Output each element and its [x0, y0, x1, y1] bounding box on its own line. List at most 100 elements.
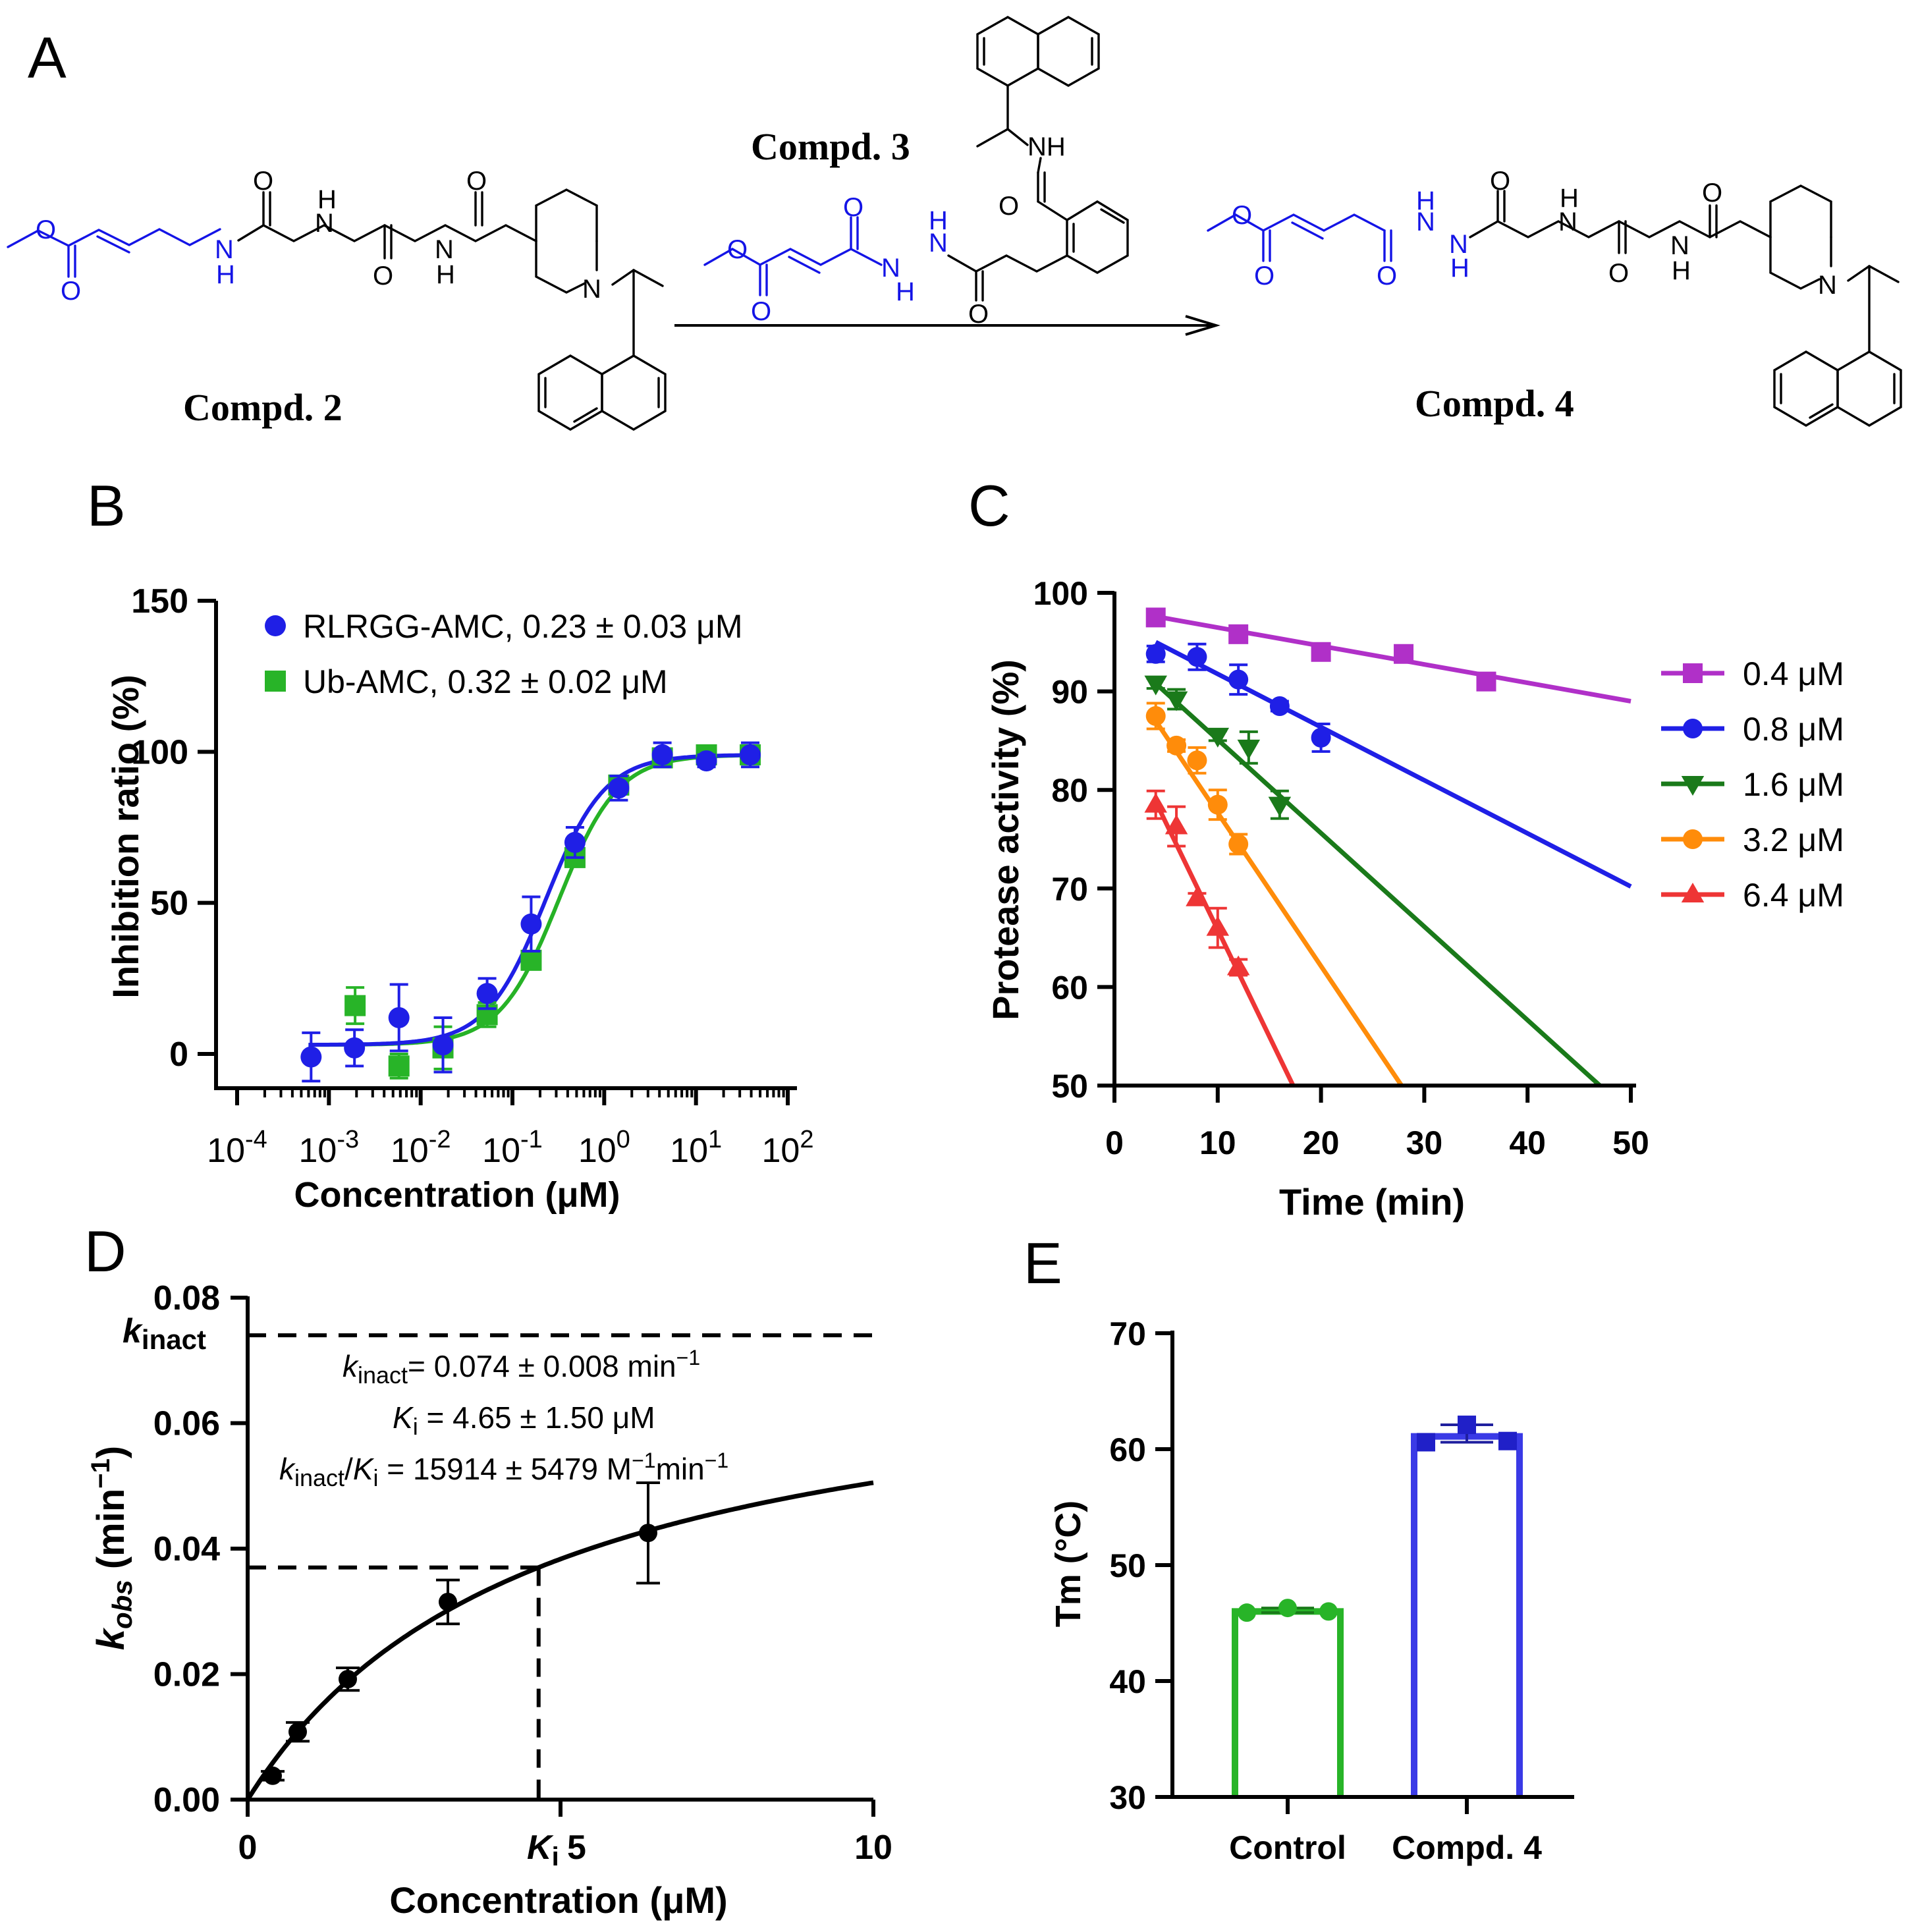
- data-point: [1145, 644, 1166, 664]
- x-tick-label: 0: [238, 1829, 258, 1867]
- panel-c-y-axis-label: Protease activity (%): [985, 659, 1026, 1020]
- panel-d-guide-lines: [248, 1333, 873, 1800]
- bar-1: [1411, 1433, 1523, 1797]
- y-tick-label: 80: [1051, 772, 1088, 809]
- panel-b: B 10-4 10-3 10-2 10-1 100 101 102 0 50 100 150 Co…: [87, 473, 813, 1215]
- replicate-point: [1238, 1603, 1256, 1622]
- panel-b-x-axis-label: Concentration (μM): [294, 1175, 620, 1215]
- x-tick-label: 10: [854, 1829, 892, 1867]
- panel-b-y-ticks: 0 50 100 150: [131, 582, 216, 1074]
- x-tick-label: 100: [578, 1126, 630, 1170]
- atom-h: H: [216, 260, 235, 289]
- x-tick-label: 40: [1509, 1124, 1546, 1161]
- y-tick-label: 50: [1109, 1547, 1146, 1584]
- data-point: [1268, 796, 1292, 817]
- atom-n: N: [582, 275, 601, 304]
- double-bond: [96, 235, 130, 254]
- atom-h: H: [1672, 256, 1691, 285]
- kinact-axis-label: kinact: [123, 1312, 206, 1355]
- atom-n: N: [215, 235, 234, 264]
- atom-n: N: [1416, 207, 1435, 236]
- panel-e: E 30 40 50 60 70 Control Compd. 4 Tm (°C): [1024, 1230, 1574, 1866]
- compound-3-label: Compd. 3: [751, 125, 910, 168]
- panel-c-legend: 0.4 μM 0.8 μM 1.6 μM 3.2 μM 6.4 μM: [1661, 655, 1844, 914]
- atom-o: O: [466, 167, 487, 196]
- legend-label: 1.6 μM: [1743, 766, 1844, 803]
- y-tick-label: 70: [1109, 1315, 1146, 1352]
- y-tick-label: 50: [150, 885, 188, 923]
- y-tick-label: 0.08: [153, 1279, 220, 1317]
- panel-a: A O O N H O H N O N H O: [7, 16, 1902, 431]
- legend-marker-ub: [265, 671, 286, 692]
- atom-o: O: [843, 193, 863, 222]
- legend-marker: [1683, 829, 1703, 849]
- data-point: [1164, 814, 1188, 835]
- data-point: [439, 1592, 457, 1611]
- replicate-point: [1278, 1599, 1297, 1618]
- legend-marker-rlrgg: [265, 615, 286, 636]
- atom-n: N: [1670, 231, 1689, 260]
- y-tick-label: 60: [1051, 969, 1088, 1006]
- panel-e-x-ticks: Control Compd. 4: [1229, 1797, 1542, 1866]
- x-tick-label: 10-1: [482, 1126, 543, 1170]
- panel-c: C 0 10 20 30 40 50 50 60 70 80 90 100 Time (min) P…: [968, 473, 1844, 1223]
- data-point: [344, 1037, 366, 1059]
- panel-e-y-axis-label: Tm (°C): [1049, 1501, 1088, 1628]
- legend-marker: [1683, 663, 1703, 683]
- atom-h: H: [436, 260, 455, 289]
- atom-o: O: [968, 300, 989, 329]
- x-tick-label: 10-2: [391, 1126, 451, 1170]
- data-point: [651, 744, 673, 765]
- data-point: [339, 1670, 357, 1689]
- atom-o: O: [61, 277, 81, 306]
- data-point: [1164, 691, 1188, 711]
- data-point: [1145, 607, 1166, 628]
- panel-c-x-ticks: 0 10 20 30 40 50: [1105, 1086, 1649, 1161]
- compound-3-structure: O O O N H N H O O NH: [703, 16, 1129, 329]
- fit-line-3: [1153, 719, 1404, 1087]
- y-tick-label: 100: [1033, 575, 1088, 612]
- data-point: [388, 1055, 410, 1077]
- atom-o: O: [1232, 201, 1252, 230]
- compound-4-label: Compd. 4: [1415, 382, 1574, 425]
- atom-n: N: [881, 254, 900, 283]
- panel-label-e: E: [1024, 1230, 1062, 1296]
- y-tick-label: 0: [169, 1035, 188, 1074]
- data-point: [1186, 886, 1209, 906]
- legend-marker: [1683, 719, 1703, 738]
- atom-nh: NH: [1028, 132, 1066, 161]
- compound-2-structure: O O N H O H N O N H O N: [7, 167, 667, 431]
- atom-n: N: [435, 235, 454, 264]
- bar-0: [1232, 1608, 1344, 1797]
- x-tick-label: 10-4: [207, 1126, 267, 1170]
- atom-h: H: [896, 277, 915, 306]
- data-point: [1145, 706, 1166, 726]
- atom-h: H: [1450, 254, 1469, 283]
- panel-e-bars: [1232, 1416, 1523, 1797]
- data-point: [740, 744, 761, 765]
- data-point: [344, 995, 366, 1016]
- x-tick-label: 30: [1406, 1124, 1443, 1161]
- panel-d-x-axis-label: Concentration (μM): [389, 1879, 727, 1921]
- x-tick-label: 10: [1199, 1124, 1236, 1161]
- panel-b-markers: [300, 741, 761, 1083]
- atom-n: N: [929, 229, 948, 258]
- x-tick-label: Compd. 4: [1392, 1829, 1542, 1866]
- kinact-equation: kinact= 0.074 ± 0.008 min−1: [342, 1346, 700, 1389]
- legend-marker: [1681, 776, 1705, 796]
- fit-line-0: [1155, 614, 1631, 704]
- panel-c-markers: [1144, 607, 1496, 977]
- x-tick-label: Control: [1229, 1829, 1346, 1866]
- y-tick-label: 0.00: [153, 1781, 220, 1819]
- x-tick-label: 0: [1105, 1124, 1124, 1161]
- data-point: [696, 750, 717, 772]
- data-point: [1311, 727, 1331, 748]
- data-point: [1206, 727, 1230, 748]
- data-point: [1476, 671, 1496, 692]
- x-tick-label: 20: [1303, 1124, 1340, 1161]
- atom-o: O: [1490, 167, 1510, 196]
- data-point: [1228, 669, 1249, 690]
- legend-label: 6.4 μM: [1743, 877, 1844, 914]
- kinact-ki-equation: kinact/Ki = 15914 ± 5479 M−1min−1: [279, 1449, 728, 1491]
- panel-d-fit-curve: [246, 1480, 874, 1801]
